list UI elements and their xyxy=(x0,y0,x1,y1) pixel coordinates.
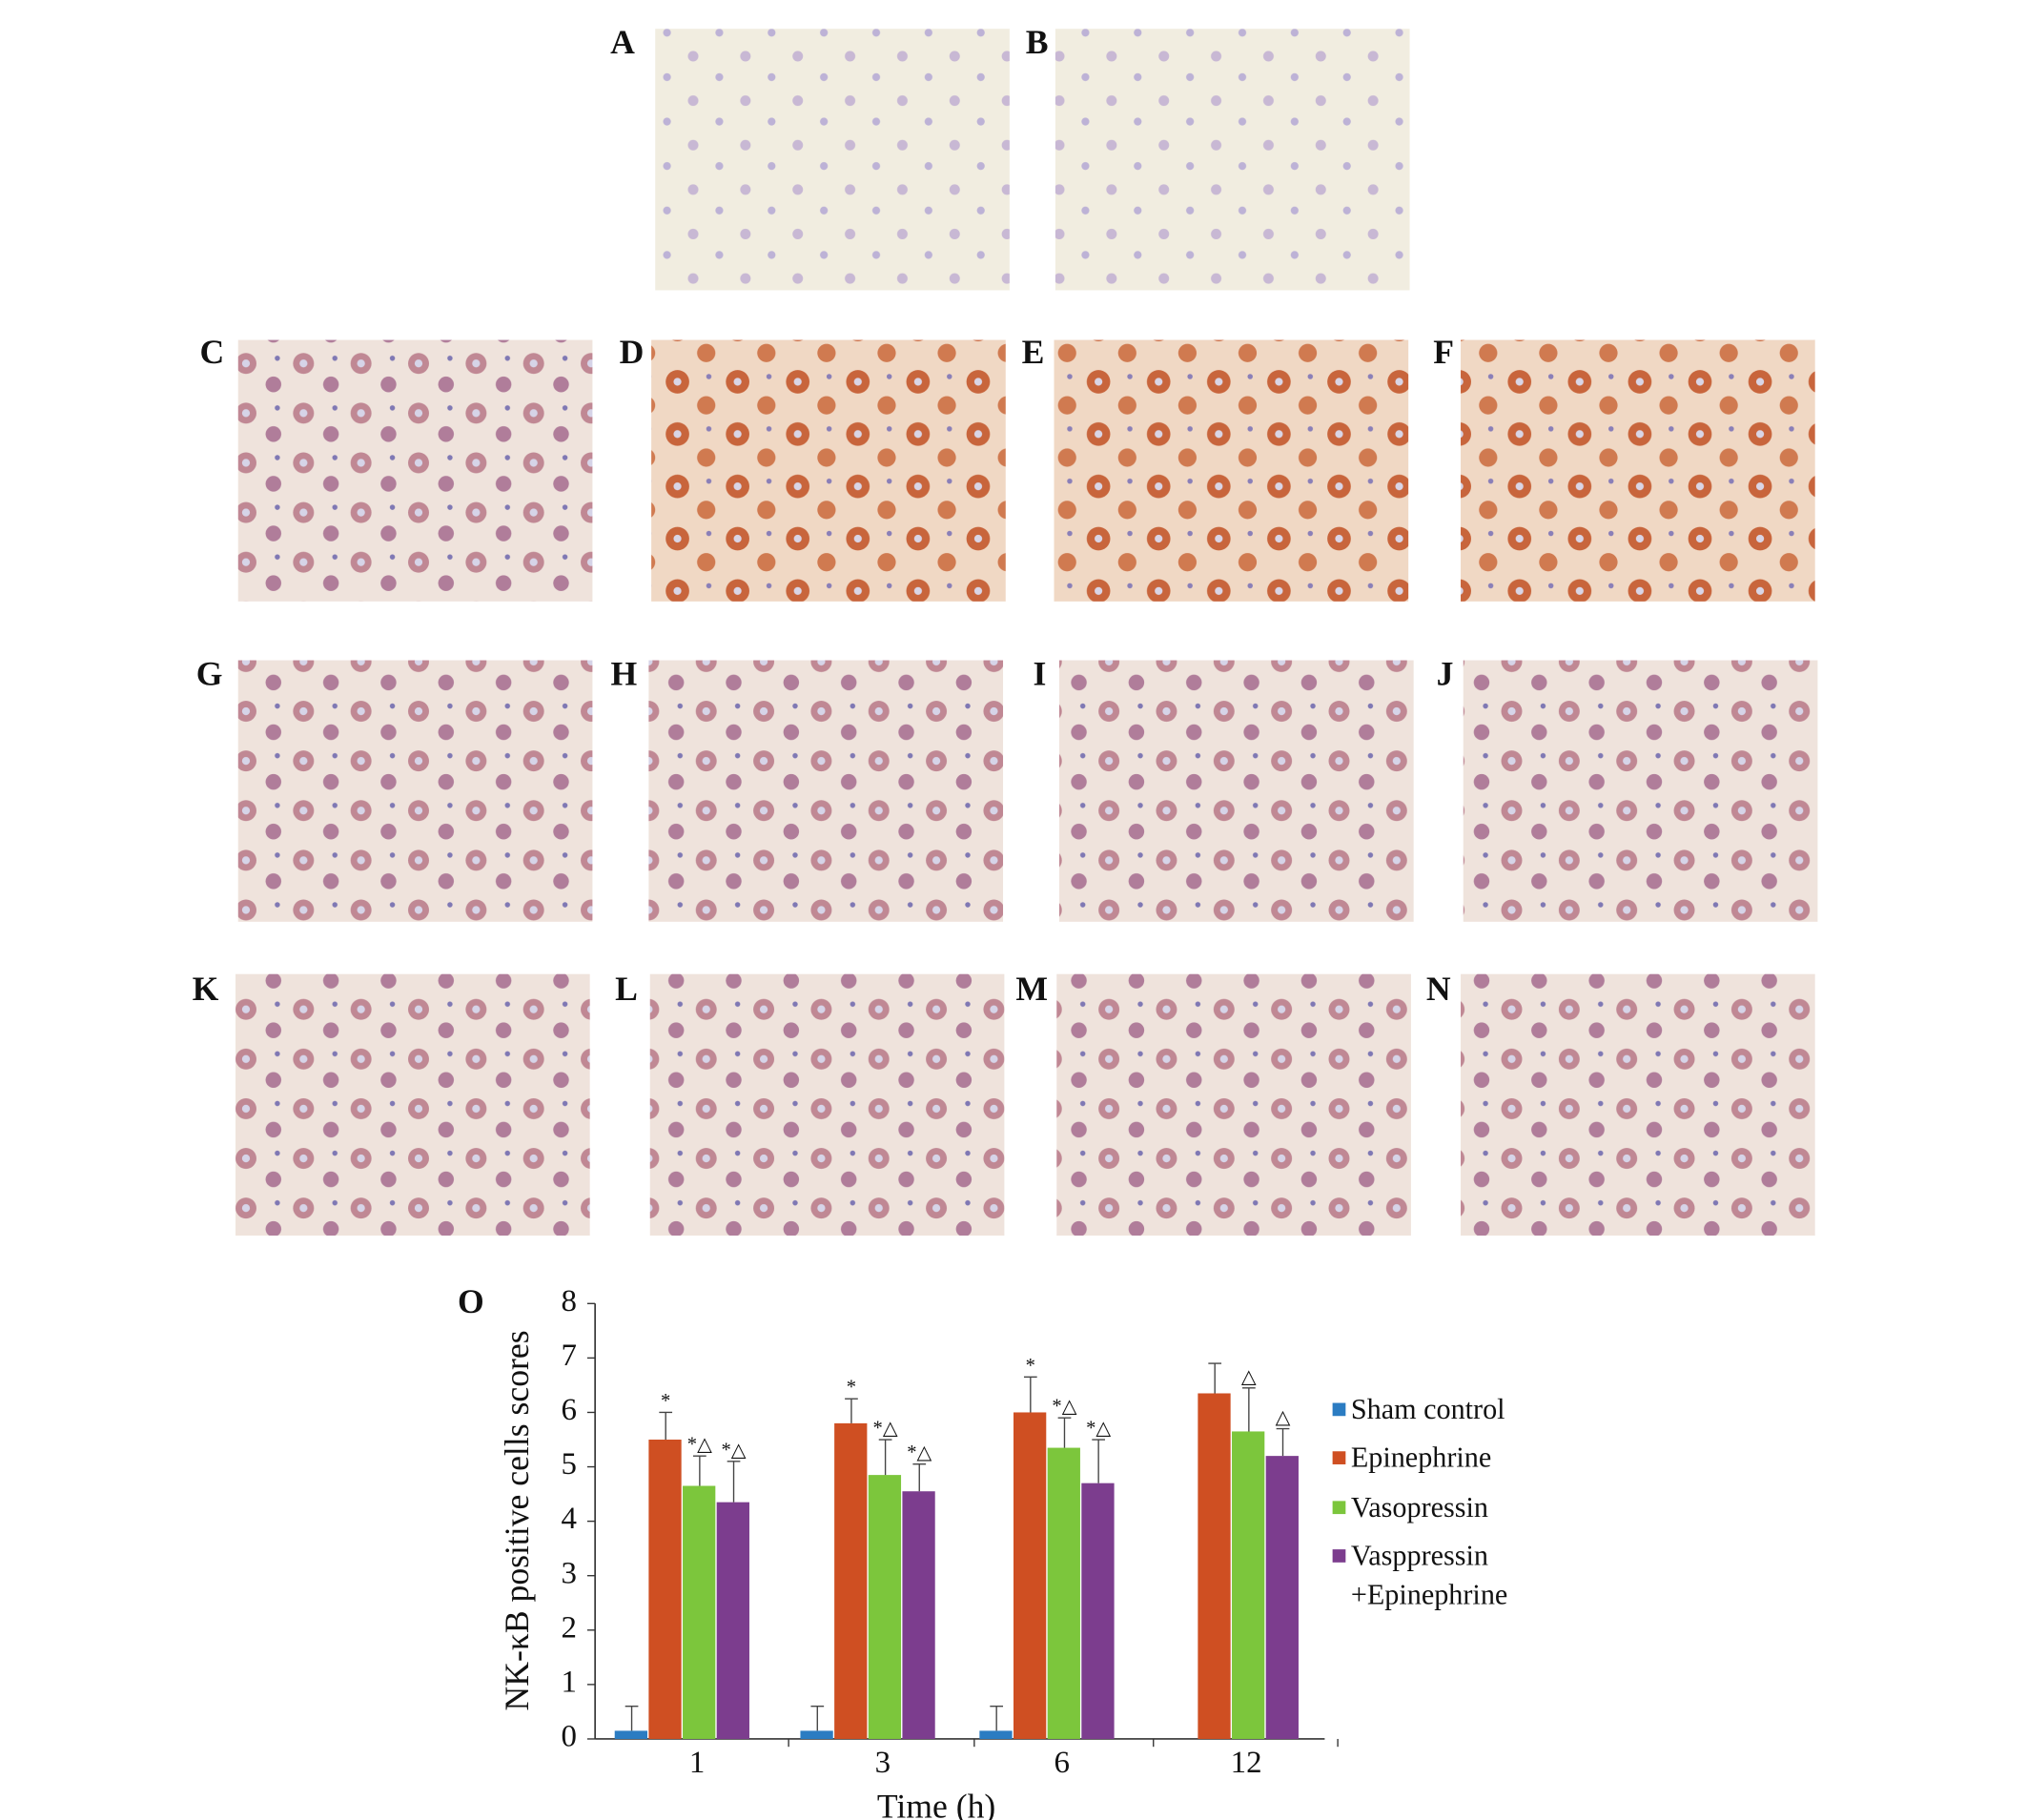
significance-mark: △ xyxy=(1276,1407,1292,1428)
panel-label: K xyxy=(193,970,219,1008)
panel-label: F xyxy=(1433,333,1454,371)
y-tick-label: 7 xyxy=(561,1339,576,1373)
micrograph xyxy=(1054,29,1410,291)
error-bar xyxy=(693,1455,706,1486)
bar xyxy=(979,1730,1013,1739)
y-tick-label: 4 xyxy=(561,1502,576,1536)
bar xyxy=(868,1475,902,1739)
legend-swatch xyxy=(1332,1501,1346,1515)
bar xyxy=(800,1730,833,1739)
significance-mark: *△ xyxy=(873,1419,899,1440)
bar xyxy=(1265,1456,1299,1739)
micrograph xyxy=(1056,973,1411,1236)
micrograph xyxy=(237,339,593,602)
panel-label: N xyxy=(1426,970,1451,1008)
y-tick-label: 1 xyxy=(561,1665,576,1699)
x-tick-label: 6 xyxy=(1054,1746,1070,1780)
significance-mark: *△ xyxy=(1086,1419,1112,1440)
legend-swatch xyxy=(1332,1402,1346,1417)
micrograph xyxy=(235,973,590,1236)
panel-label: I xyxy=(1033,655,1046,693)
legend-entry: Sham control xyxy=(1350,1392,1505,1425)
significance-mark: *△ xyxy=(721,1440,747,1461)
significance-mark: * xyxy=(1026,1356,1035,1377)
micrograph xyxy=(1054,339,1409,602)
micrograph xyxy=(1463,660,1818,922)
error-bar xyxy=(727,1461,741,1503)
error-bar xyxy=(624,1706,639,1731)
error-bar xyxy=(1057,1417,1072,1448)
x-axis-title: Time (h) xyxy=(877,1787,995,1820)
legend-label: Sham control xyxy=(1350,1392,1505,1425)
bar xyxy=(902,1491,935,1739)
bar xyxy=(1198,1393,1231,1739)
y-tick-label: 2 xyxy=(561,1610,576,1645)
panel-label: H xyxy=(610,655,637,693)
y-tick-label: 6 xyxy=(561,1393,576,1427)
micrograph xyxy=(1461,973,1815,1236)
micrograph xyxy=(651,339,1006,602)
significance-mark: *△ xyxy=(1052,1397,1077,1418)
x-tick-label: 12 xyxy=(1231,1746,1262,1780)
error-bar xyxy=(659,1411,673,1441)
error-bar xyxy=(1208,1362,1222,1394)
y-tick-label: 8 xyxy=(561,1284,576,1319)
bar xyxy=(1047,1447,1080,1739)
significance-mark: *△ xyxy=(687,1435,713,1456)
legend-label: Vasopressin xyxy=(1350,1490,1488,1523)
bar xyxy=(614,1730,648,1739)
legend-entry: Vasppressin +Epinephrine xyxy=(1350,1539,1508,1611)
y-tick-label: 3 xyxy=(561,1556,576,1590)
legend-label: Epinephrine xyxy=(1350,1441,1492,1474)
significance-mark: * xyxy=(661,1391,670,1412)
micrograph xyxy=(1058,660,1414,922)
error-bar xyxy=(810,1706,825,1731)
y-tick-label: 5 xyxy=(561,1447,576,1482)
bar xyxy=(683,1485,716,1739)
panel-label: C xyxy=(199,333,224,371)
legend-swatch xyxy=(1332,1549,1346,1563)
legend-entry: Epinephrine xyxy=(1350,1441,1492,1474)
error-bar xyxy=(878,1439,892,1476)
micrograph xyxy=(655,29,1010,291)
bar xyxy=(648,1440,682,1739)
error-bar xyxy=(1276,1427,1290,1457)
error-bar xyxy=(1092,1439,1105,1483)
y-tick-label: 0 xyxy=(561,1720,576,1754)
error-bar xyxy=(912,1463,927,1492)
panel-label: J xyxy=(1437,655,1454,693)
error-bar xyxy=(1023,1376,1037,1413)
error-bar xyxy=(845,1398,858,1423)
panel-label: A xyxy=(610,23,635,61)
bar xyxy=(1081,1483,1115,1739)
legend-swatch xyxy=(1332,1451,1346,1464)
x-tick-label: 1 xyxy=(689,1746,705,1780)
panel-label: D xyxy=(620,333,645,371)
panel-label: B xyxy=(1026,23,1049,61)
legend-label: Vasppressin +Epinephrine xyxy=(1350,1539,1508,1611)
panel-label: L xyxy=(615,970,638,1008)
significance-mark: * xyxy=(847,1378,856,1399)
bar xyxy=(834,1422,868,1739)
bar xyxy=(716,1502,749,1739)
x-tick-label: 3 xyxy=(875,1746,891,1780)
panel-label: M xyxy=(1015,970,1048,1008)
error-bar xyxy=(990,1706,1004,1731)
legend-entry: Vasopressin xyxy=(1350,1490,1488,1523)
panel-label: E xyxy=(1022,333,1045,371)
panel-label: O xyxy=(458,1282,484,1320)
micrograph xyxy=(649,973,1005,1236)
micrograph xyxy=(1461,339,1815,602)
significance-mark: *△ xyxy=(907,1442,932,1463)
micrograph xyxy=(648,660,1004,922)
y-axis-title: NK-κB positive cells scores xyxy=(498,1330,536,1710)
error-bar xyxy=(1241,1387,1256,1432)
bar xyxy=(1014,1412,1047,1739)
micrograph xyxy=(237,660,593,922)
bar xyxy=(1232,1431,1265,1739)
panel-label: G xyxy=(196,655,223,693)
significance-mark: △ xyxy=(1241,1366,1258,1387)
